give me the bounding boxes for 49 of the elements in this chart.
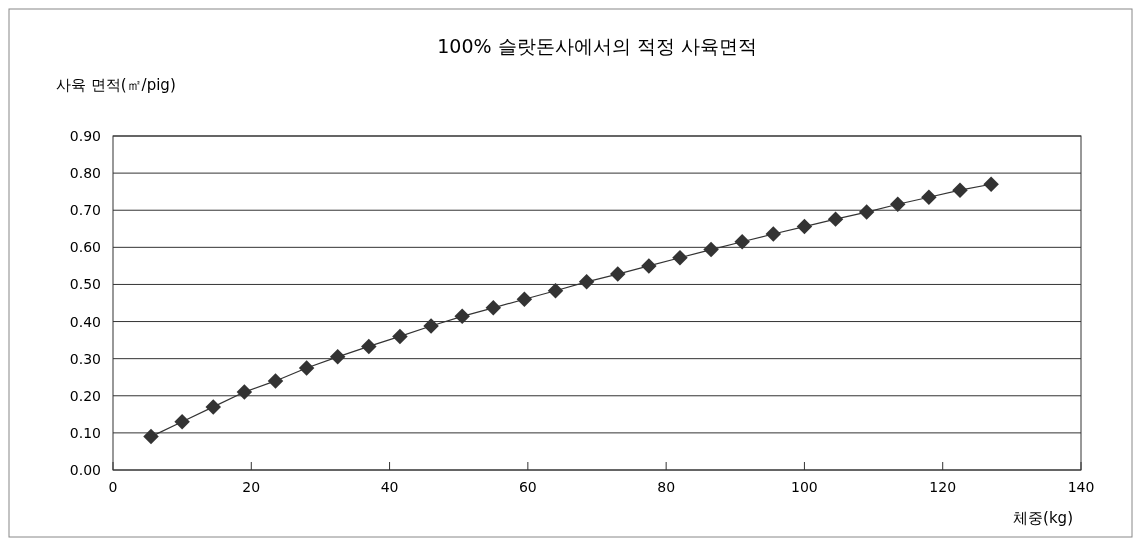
y-tick-label: 0.20	[69, 387, 101, 404]
x-tick-label: 0	[108, 479, 118, 495]
chart-title: 100% 슬랏돈사에서의 적정 사육면적	[437, 35, 757, 57]
point	[858, 204, 875, 220]
point	[454, 308, 470, 325]
point	[267, 373, 284, 389]
point	[423, 318, 439, 334]
point	[952, 182, 968, 198]
point	[143, 428, 159, 445]
point	[329, 349, 346, 365]
point	[641, 258, 657, 274]
point	[485, 300, 502, 316]
y-tick-label: 0.70	[69, 202, 101, 219]
y-tick-label: 0.80	[69, 165, 101, 182]
point	[672, 249, 688, 266]
point	[298, 360, 315, 376]
point	[734, 234, 750, 250]
point	[236, 384, 253, 400]
x-tick-label: 140	[1067, 479, 1095, 495]
y-tick-label: 0.50	[69, 276, 101, 293]
x-tick-label: 20	[242, 479, 261, 495]
x-axis-title: 체중(kg)	[1013, 509, 1073, 527]
point	[516, 291, 533, 308]
y-tick-label: 0.30	[69, 350, 101, 367]
y-axis-title: 사육 면적(㎡/pig)	[56, 76, 176, 94]
y-tick-label: 0.40	[69, 313, 101, 330]
point	[890, 196, 906, 213]
x-tick-label: 40	[380, 479, 399, 495]
y-tick-label: 0.10	[69, 424, 101, 441]
x-tick-label: 100	[791, 479, 818, 495]
y-tick-label: 0.60	[69, 239, 101, 256]
point	[610, 266, 626, 282]
point	[921, 189, 937, 205]
x-tick-label: 80	[657, 479, 676, 495]
point	[796, 218, 813, 235]
x-tick-label: 120	[929, 479, 957, 495]
point	[205, 399, 221, 415]
point	[827, 211, 844, 227]
point	[361, 338, 377, 355]
point	[765, 226, 782, 242]
point	[703, 241, 719, 258]
point	[174, 414, 190, 430]
point	[392, 328, 408, 345]
point	[578, 274, 595, 290]
x-tick-label: 60	[518, 479, 537, 495]
point	[547, 283, 564, 299]
y-tick-label: 0.00	[69, 462, 101, 478]
y-tick-label: 0.90	[69, 128, 101, 144]
point	[983, 176, 999, 192]
